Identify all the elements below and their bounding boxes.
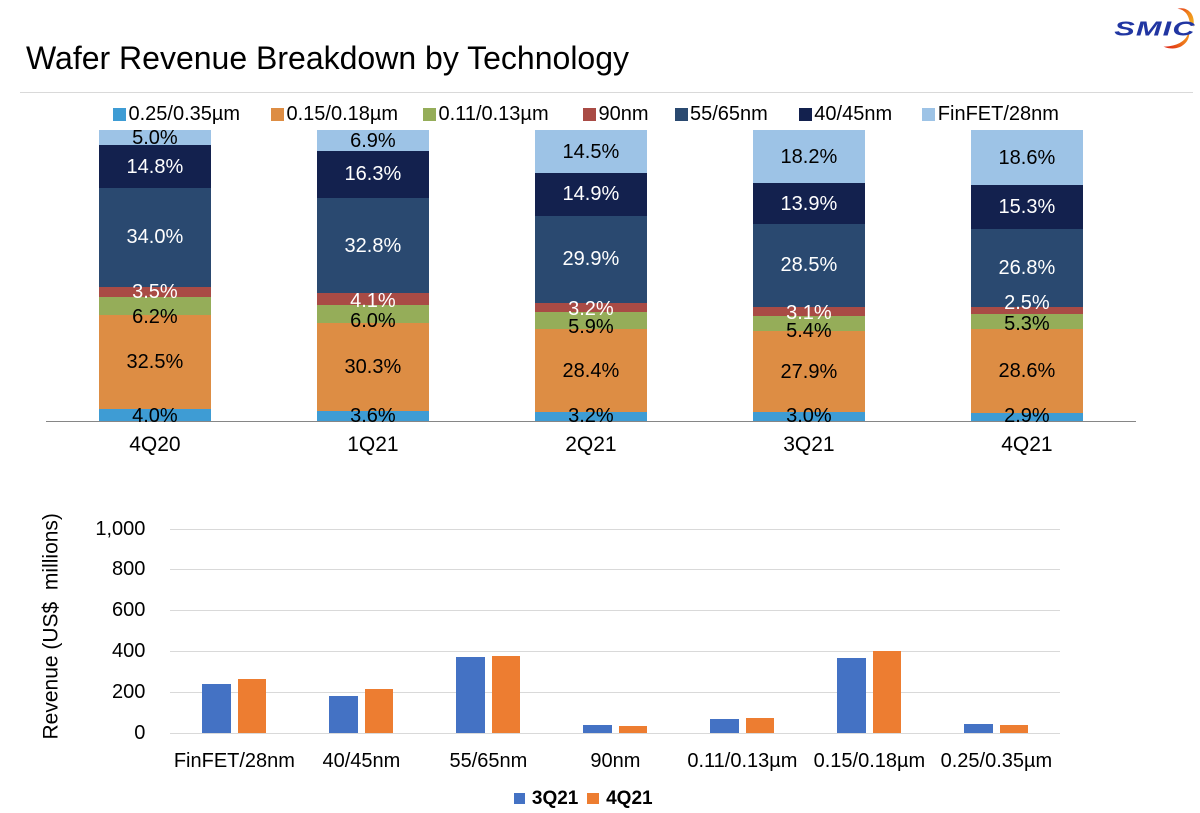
svg-text:SMIC: SMIC [1114,17,1196,41]
